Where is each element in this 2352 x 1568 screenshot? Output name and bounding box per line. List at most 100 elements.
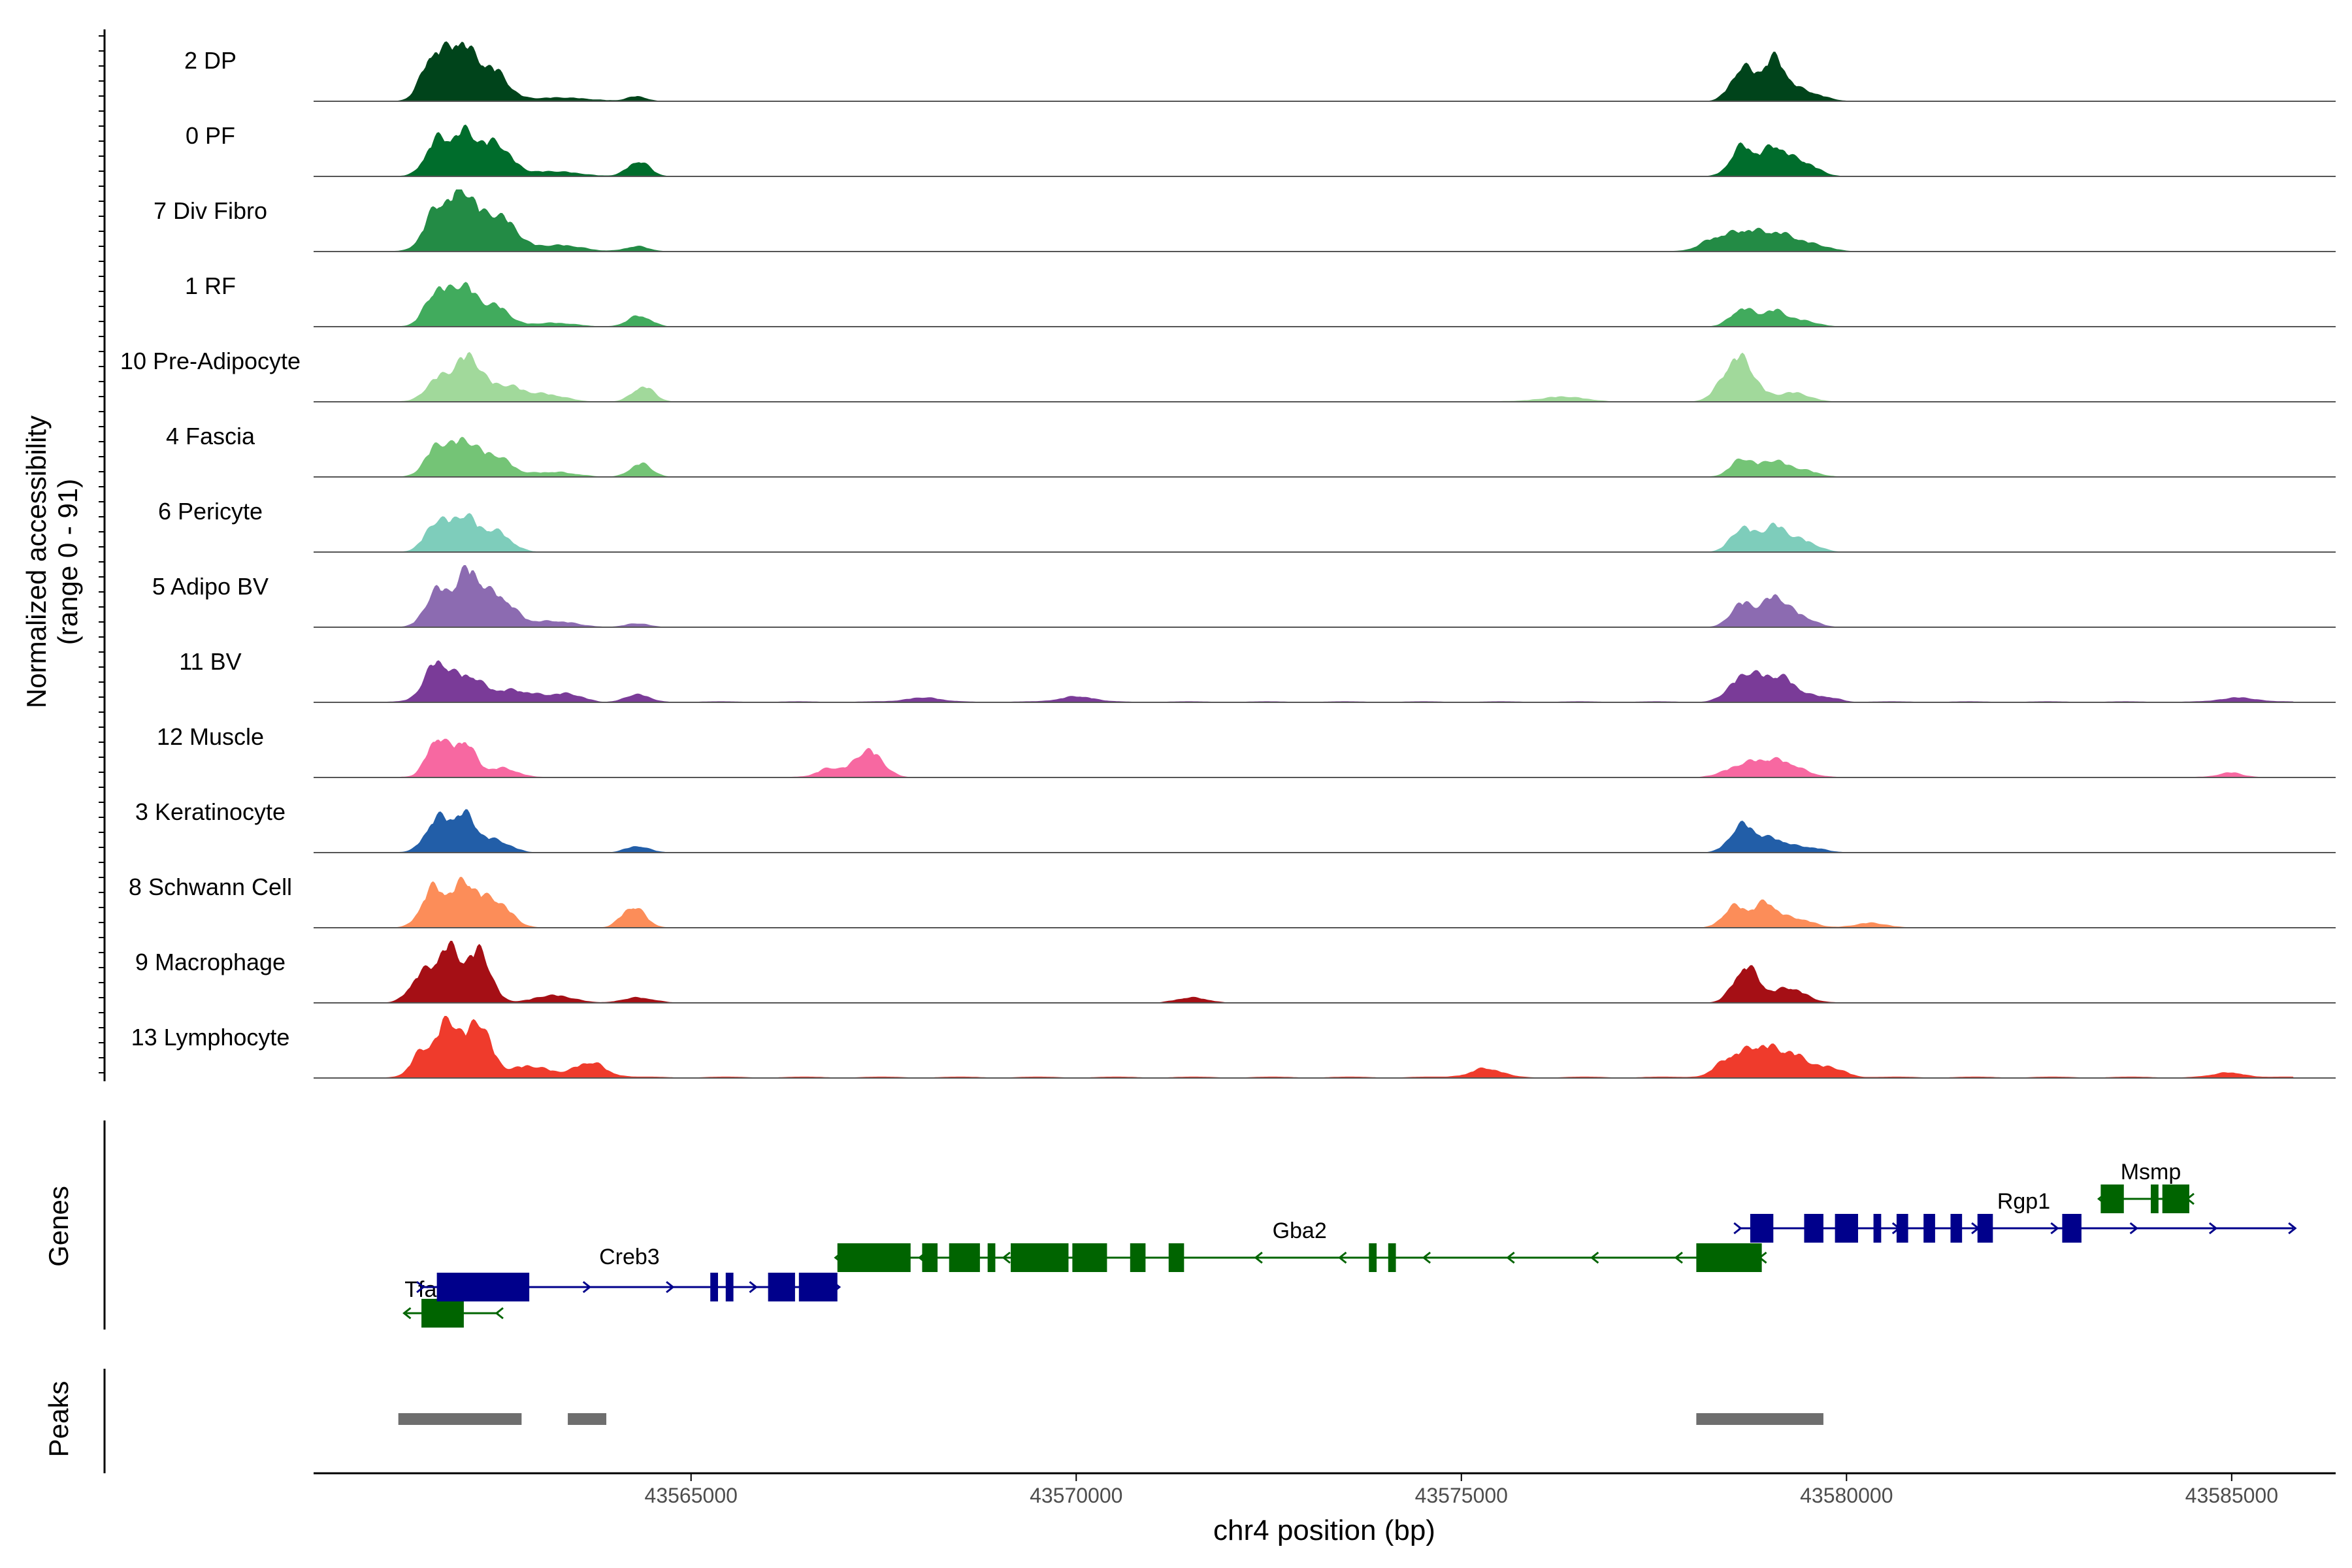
gene-exon	[1168, 1243, 1184, 1272]
track-2-dp: 2 DP	[184, 41, 2336, 102]
track-label: 7 Div Fibro	[154, 197, 267, 224]
gene-label: Creb3	[599, 1245, 660, 1269]
gene-exon	[2162, 1184, 2189, 1213]
gene-exon	[1750, 1214, 1774, 1243]
peak-bar	[398, 1413, 522, 1425]
strand-chevron	[495, 1307, 504, 1320]
gene-exon	[1977, 1214, 1993, 1243]
peak-bar	[568, 1413, 607, 1425]
accessibility-tracks: 2 DP 0 PF 7 Div Fibro 1 RF 10 Pre-Adipocyte 4…	[120, 41, 2336, 1079]
x-axis-label: chr4 position (bp)	[1213, 1514, 1435, 1546]
strand-chevron	[1338, 1251, 1347, 1264]
gene-exon	[798, 1273, 838, 1301]
strand-chevron	[2288, 1222, 2297, 1235]
track-area	[383, 436, 2294, 477]
x-tick-label: 43575000	[1415, 1484, 1508, 1507]
gene-label: Msmp	[2121, 1160, 2181, 1184]
peak-track	[398, 1413, 1823, 1425]
track-label: 13 Lymphocyte	[131, 1024, 290, 1051]
track-label: 0 PF	[186, 122, 235, 149]
track-label: 5 Adipo BV	[152, 573, 269, 600]
track-area	[383, 809, 2294, 853]
track-label: 3 Keratinocyte	[135, 798, 286, 825]
gene-exon	[710, 1273, 718, 1301]
gene-exon	[421, 1299, 464, 1328]
gene-exon	[1388, 1243, 1396, 1272]
gene-exon	[1950, 1214, 1963, 1243]
track-area	[383, 738, 2294, 777]
x-tick-label: 43565000	[645, 1484, 738, 1507]
gene-exon	[987, 1243, 996, 1272]
track-area	[383, 513, 2294, 552]
track-label: 9 Macrophage	[135, 949, 286, 975]
track-area	[383, 282, 2294, 327]
track-6-pericyte: 6 Pericyte	[158, 498, 2336, 553]
track-3-keratinocyte: 3 Keratinocyte	[135, 798, 2336, 853]
track-label: 12 Muscle	[157, 723, 264, 750]
gene-rgp1: Rgp1	[1733, 1189, 2297, 1243]
track-area	[383, 1016, 2294, 1078]
track-7-div-fibro: 7 Div Fibro	[154, 189, 2336, 252]
gene-exon	[1011, 1243, 1069, 1272]
track-1-rf: 1 RF	[185, 272, 2336, 327]
strand-chevron	[666, 1281, 675, 1294]
strand-chevron	[2208, 1222, 2218, 1235]
track-0-pf: 0 PF	[186, 122, 2336, 177]
strand-chevron	[2050, 1222, 2059, 1235]
track-label: 4 Fascia	[166, 423, 255, 449]
gene-exon	[2062, 1214, 2082, 1243]
strand-chevron	[2129, 1222, 2139, 1235]
track-area	[383, 941, 2294, 1003]
genes-axis-label: Genes	[43, 1186, 74, 1267]
gene-exon	[1369, 1243, 1377, 1272]
track-8-schwann-cell: 8 Schwann Cell	[129, 874, 2336, 928]
gene-exon	[837, 1243, 911, 1272]
track-area	[383, 41, 2294, 101]
y-axis-label: Normalized accessibility	[21, 416, 52, 708]
strand-chevron	[1422, 1251, 1431, 1264]
track-label: 10 Pre-Adipocyte	[120, 348, 301, 374]
strand-chevron	[1506, 1251, 1515, 1264]
gene-exon	[725, 1273, 734, 1301]
gene-exon	[949, 1243, 980, 1272]
strand-chevron	[416, 1281, 425, 1294]
track-area	[383, 877, 2294, 928]
gene-exon	[1835, 1214, 1858, 1243]
track-9-macrophage: 9 Macrophage	[135, 941, 2336, 1004]
gene-exon	[922, 1243, 938, 1272]
x-tick-label: 43585000	[2185, 1484, 2278, 1507]
strand-chevron	[1590, 1251, 1599, 1264]
gene-msmp: Msmp	[2097, 1160, 2195, 1213]
gene-creb3: Creb3	[416, 1245, 841, 1301]
strand-chevron	[749, 1281, 758, 1294]
strand-chevron	[1002, 1251, 1011, 1264]
gene-exon	[1896, 1214, 1908, 1243]
strand-chevron	[1254, 1251, 1263, 1264]
strand-chevron	[1674, 1251, 1683, 1264]
x-tick-label: 43580000	[1800, 1484, 1893, 1507]
axes: 43565000 43570000 43575000 43580000 43585000	[99, 29, 2336, 1507]
gene-label: Rgp1	[1997, 1189, 2050, 1214]
track-area	[383, 565, 2294, 627]
gene-gba2: Gba2	[834, 1218, 1767, 1272]
gene-exon	[1804, 1214, 1823, 1243]
gene-track: Tfap4 Creb3 Gba2 Rgp1 Msmp	[402, 1160, 2297, 1328]
track-12-muscle: 12 Muscle	[157, 723, 2336, 778]
strand-chevron	[582, 1281, 592, 1294]
gene-exon	[1130, 1243, 1146, 1272]
track-10-pre-adipocyte: 10 Pre-Adipocyte	[120, 348, 2336, 402]
gene-exon	[2151, 1184, 2159, 1213]
gene-exon	[1072, 1243, 1107, 1272]
gene-label: Gba2	[1273, 1218, 1327, 1243]
track-area	[383, 351, 2294, 402]
track-4-fascia: 4 Fascia	[166, 423, 2336, 478]
gene-exon	[1873, 1214, 1882, 1243]
gene-exon	[1923, 1214, 1935, 1243]
gene-exon	[2100, 1184, 2124, 1213]
track-label: 11 BV	[179, 648, 241, 675]
strand-chevron	[402, 1307, 412, 1320]
track-area	[383, 124, 2294, 176]
gene-exon	[1696, 1243, 1762, 1272]
peak-bar	[1696, 1413, 1823, 1425]
